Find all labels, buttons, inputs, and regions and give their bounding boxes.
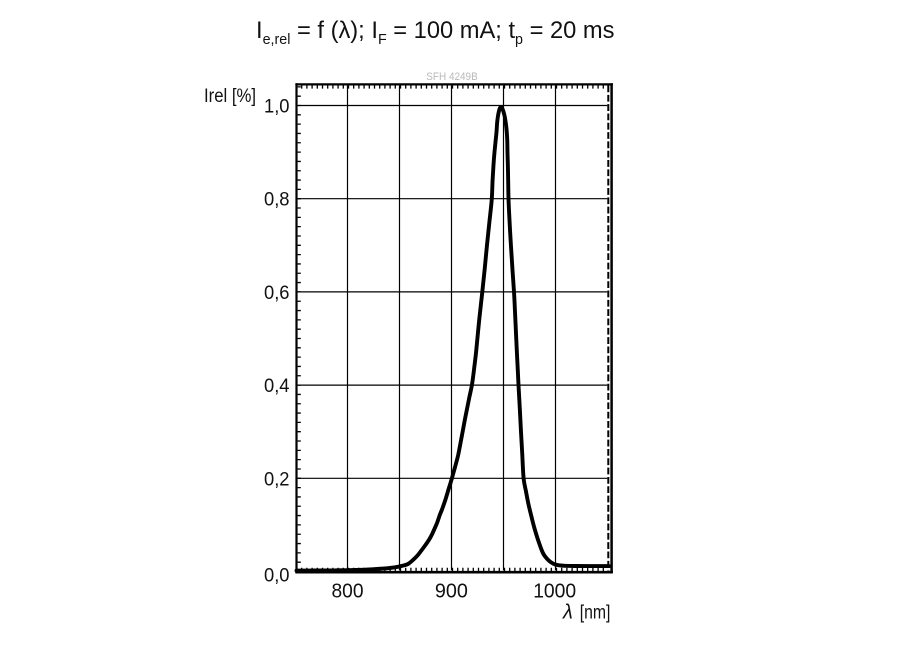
svg-text:0,6: 0,6 (264, 283, 290, 304)
svg-text:0,0: 0,0 (264, 565, 290, 586)
svg-text:0,8: 0,8 (264, 190, 290, 211)
svg-text:Irel [%]: Irel [%] (204, 86, 256, 107)
svg-text:1000: 1000 (533, 581, 576, 603)
svg-text:1,0: 1,0 (264, 97, 290, 118)
svg-text:800: 800 (332, 581, 364, 603)
svg-text:0,4: 0,4 (264, 376, 290, 397)
svg-text:0,2: 0,2 (264, 469, 290, 490)
svg-text:SFH 4249B: SFH 4249B (426, 71, 478, 83)
svg-text:λ: λ (562, 602, 573, 624)
svg-text:900: 900 (435, 581, 468, 603)
svg-text:[nm]: [nm] (580, 602, 611, 624)
